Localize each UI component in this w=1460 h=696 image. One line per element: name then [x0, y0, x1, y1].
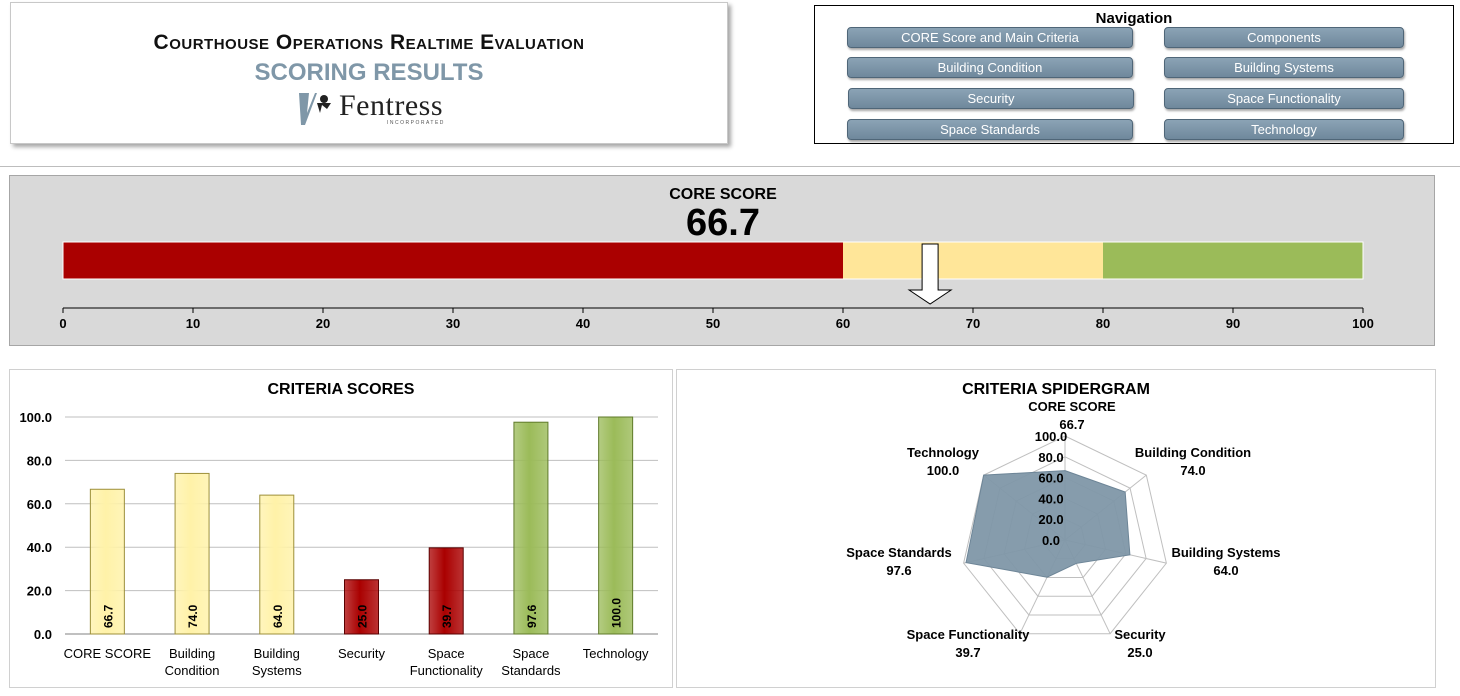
nav-space-functionality-button[interactable]: Space Functionality: [1164, 88, 1404, 109]
spider-category-label: CORE SCORE: [1028, 399, 1116, 414]
bar-1: [174, 472, 210, 635]
nav-components-button[interactable]: Components: [1164, 27, 1404, 48]
page-subtitle: SCORING RESULTS: [254, 59, 484, 86]
gauge-tick-label: 50: [706, 316, 720, 331]
bar-value-label: 100.0: [610, 598, 624, 628]
spider-data-area: [965, 470, 1131, 578]
spider-r-tick-label: 40.0: [1038, 491, 1063, 506]
bar-y-tick-label: 0.0: [34, 627, 52, 642]
bar-y-tick-label: 100.0: [19, 410, 52, 425]
bar-3: [344, 579, 379, 635]
bar-value-label: 97.6: [525, 604, 539, 628]
criteria-spidergram-chart: 0.0 20.0 40.0 60.0 80.0 100.0 CORE SCORE 66.7 Bu…: [846, 399, 1280, 660]
bar-value-label: 39.7: [440, 604, 454, 628]
core-score-label: CORE SCORE: [669, 186, 777, 203]
navigation-title: Navigation: [1095, 10, 1173, 27]
gauge-tick-label: 90: [1226, 316, 1240, 331]
fentress-logo: Fentress INCORPORATED: [291, 89, 461, 129]
gauge-tick-label: 20: [316, 316, 330, 331]
gauge-tick-label: 40: [576, 316, 590, 331]
bar-category-label: Space Functionality: [410, 646, 483, 678]
app-title: Courthouse Operations Realtime Evaluatio…: [153, 31, 585, 54]
nav-space-standards-button[interactable]: Space Standards: [847, 119, 1133, 140]
bar-value-label: 74.0: [186, 604, 200, 628]
spider-value-label: 64.0: [1213, 563, 1238, 578]
bar-category-label: Building Condition: [165, 646, 220, 678]
spider-r-tick-label: 0.0: [1042, 533, 1060, 548]
bar-y-tick-label: 20.0: [27, 584, 52, 599]
bar-y-tick-label: 60.0: [27, 497, 52, 512]
criteria-spidergram-title: CRITERIA SPIDERGRAM: [962, 381, 1150, 398]
gauge-tick-label: 0: [59, 316, 66, 331]
gauge-bar-outline: [62, 241, 1364, 280]
navigation-panel: Navigation CORE Score and Main Criteria …: [814, 5, 1454, 144]
nav-building-condition-button[interactable]: Building Condition: [847, 57, 1133, 78]
spider-value-label: 39.7: [955, 645, 980, 660]
gauge-tick-label: 80: [1096, 316, 1110, 331]
core-score-panel: 0 10 20 30 40 50 60 70 80 90 100 CORE SCORE 66.7: [9, 175, 1435, 346]
nav-building-systems-button[interactable]: Building Systems: [1164, 57, 1404, 78]
bar-category-label: Building Systems: [252, 646, 302, 678]
bar-value-label: 25.0: [356, 604, 370, 628]
spider-value-label: 97.6: [886, 563, 911, 578]
nav-core-score-button[interactable]: CORE Score and Main Criteria: [847, 27, 1133, 48]
criteria-spidergram-panel: CRITERIA SPIDERGRAM 0.0 20.0 40.0 60.0 80.0 1…: [676, 369, 1436, 688]
core-score-gauge: 0 10 20 30 40 50 60 70 80 90 100: [59, 241, 1374, 331]
bar-category-label: Space Standards: [501, 646, 561, 678]
bar-y-tick-label: 40.0: [27, 540, 52, 555]
spider-value-label: 25.0: [1127, 645, 1152, 660]
spider-value-label: 100.0: [927, 463, 960, 478]
bar-2: [259, 494, 295, 635]
bar-4: [428, 547, 464, 635]
nav-technology-button[interactable]: Technology: [1164, 119, 1404, 140]
criteria-scores-title: CRITERIA SCORES: [267, 381, 415, 398]
bar-value-label: 66.7: [101, 604, 115, 628]
spider-category-label: Technology: [907, 445, 980, 460]
spider-category-label: Space Functionality: [907, 627, 1031, 642]
spider-category-label: Space Standards: [846, 545, 952, 560]
gauge-band-2: [1103, 242, 1363, 279]
logo-mark-icon: [299, 93, 331, 125]
gauge-band-0: [63, 242, 843, 279]
bar-category-label: Technology: [583, 646, 649, 661]
bar-0: [89, 488, 125, 635]
bar-5: [513, 421, 549, 635]
gauge-tick-label: 100: [1352, 316, 1374, 331]
spider-r-tick-label: 80.0: [1038, 450, 1063, 465]
gauge-tick-label: 30: [446, 316, 460, 331]
bar-category-label: CORE SCORE: [64, 646, 152, 661]
bar-y-tick-label: 80.0: [27, 453, 52, 468]
spider-value-label: 66.7: [1059, 417, 1084, 432]
score-pointer-arrow-icon: [907, 243, 953, 305]
criteria-scores-chart: 0.0 20.0 40.0 60.0 80.0 100.0 66.7 CORE SCORE 74…: [19, 410, 658, 678]
criteria-scores-panel: CRITERIA SCORES 0.0 20.0 40.0 60.0 80.0 100.0…: [9, 369, 673, 688]
title-card: Courthouse Operations Realtime Evaluatio…: [10, 2, 728, 144]
spider-category-label: Building Systems: [1171, 545, 1280, 560]
spider-r-tick-label: 60.0: [1038, 471, 1063, 486]
gauge-tick-label: 10: [186, 316, 200, 331]
bar-value-label: 64.0: [271, 604, 285, 628]
spider-value-label: 74.0: [1180, 463, 1205, 478]
logo-subtext: INCORPORATED: [387, 120, 445, 126]
logo-wordmark: Fentress: [339, 89, 443, 122]
gauge-band-1: [843, 242, 1103, 279]
spider-category-label: Building Condition: [1135, 445, 1251, 460]
spider-r-tick-label: 20.0: [1038, 512, 1063, 527]
bar-6: [598, 416, 634, 635]
gauge-tick-label: 60: [836, 316, 850, 331]
nav-security-button[interactable]: Security: [848, 88, 1134, 109]
gauge-tick-label: 70: [966, 316, 980, 331]
spider-r-tick-label: 100.0: [1035, 429, 1068, 444]
core-score-value: 66.7: [686, 202, 760, 244]
spider-category-label: Security: [1114, 627, 1166, 642]
bar-category-label: Security: [338, 646, 385, 661]
header-divider: [0, 166, 1460, 167]
